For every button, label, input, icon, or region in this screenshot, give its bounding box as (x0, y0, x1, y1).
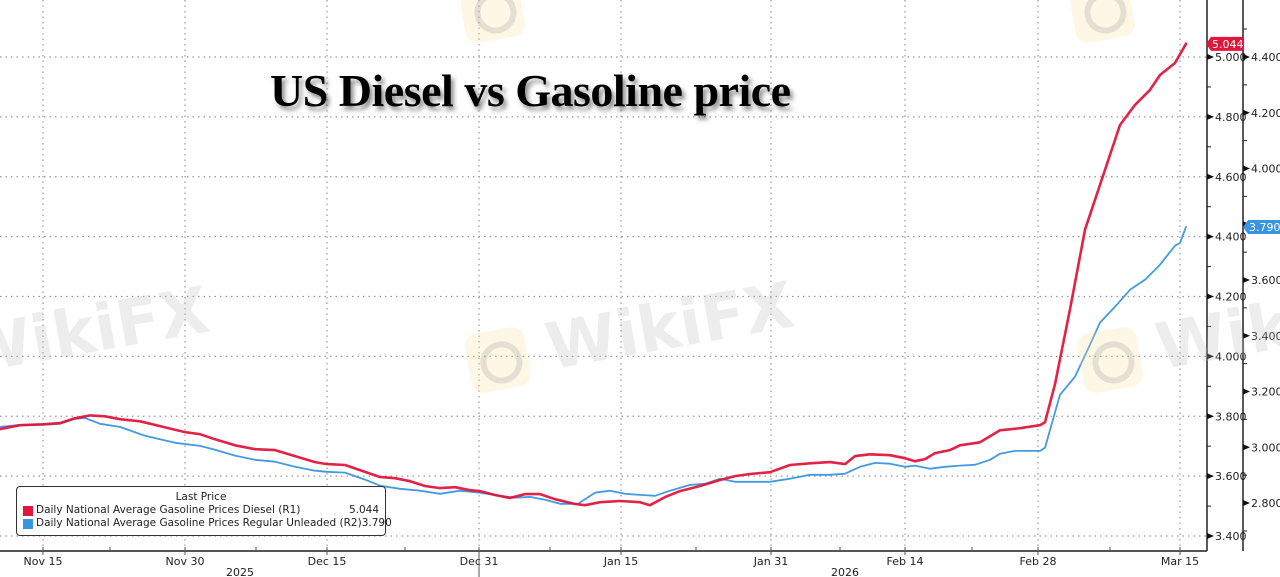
legend-swatch-diesel (23, 505, 33, 516)
x-tick-label: Feb 28 (1020, 555, 1057, 568)
r2-tick-label: 3.000 (1251, 441, 1280, 454)
legend-swatch-gasoline (23, 518, 33, 529)
legend-item-gasoline: Daily National Average Gasoline Prices R… (17, 517, 392, 530)
r1-tick-label: 5.000 (1215, 51, 1247, 64)
x-tick-label: Dec 15 (308, 555, 347, 568)
r1-tick-label: 4.200 (1215, 291, 1247, 304)
r2-tick-marker (1243, 332, 1250, 339)
chart-grid (0, 0, 1207, 551)
chart-title: US Diesel vs Gasoline price (270, 65, 791, 116)
r1-tick-label: 3.800 (1215, 410, 1247, 423)
r1-tick-label: 4.800 (1215, 111, 1247, 124)
legend-value: 5.044 (348, 504, 379, 516)
r1-tick-marker (1207, 413, 1214, 420)
x-tick-label: Nov 30 (166, 555, 205, 568)
r2-tick-marker (1243, 277, 1250, 283)
x-tick-label: Nov 15 (24, 555, 63, 568)
r1-tick-marker (1207, 113, 1214, 120)
r1-tick-label: 3.400 (1215, 530, 1247, 543)
x-tick-label: Jan 31 (753, 555, 788, 568)
legend: Last Price Daily National Average Gasoli… (16, 486, 392, 536)
r1-tick-marker (1207, 293, 1214, 300)
svg-text:3.790: 3.790 (1249, 221, 1280, 234)
legend-label: Daily National Average Gasoline Prices R… (36, 517, 362, 529)
year-label: 2026 (831, 566, 859, 577)
legend-item-diesel: Daily National Average Gasoline Prices D… (17, 504, 385, 517)
last-price-badge-gasoline: 3.790 (1243, 220, 1280, 235)
r1-tick-label: 4.600 (1215, 171, 1247, 184)
x-tick-label: Jan 15 (603, 555, 638, 568)
r2-tick-marker (1243, 388, 1250, 395)
series-line (0, 226, 1187, 505)
r1-tick-marker (1207, 233, 1214, 240)
legend-value: 3.790 (361, 517, 392, 529)
last-price-badge-diesel: 5.044 (1206, 36, 1244, 51)
series-gasoline-line (0, 226, 1187, 505)
r1-tick-marker (1207, 173, 1214, 180)
r2-tick-label: 4.400 (1251, 51, 1280, 64)
r1-tick-marker (1207, 473, 1214, 480)
r1-tick-marker (1207, 353, 1214, 360)
r2-tick-label: 3.400 (1251, 330, 1280, 343)
r2-tick-marker (1243, 54, 1250, 60)
r2-tick-marker (1243, 165, 1250, 172)
r2-tick-label: 4.000 (1251, 163, 1280, 176)
r2-tick-label: 3.200 (1251, 386, 1280, 399)
legend-label: Daily National Average Gasoline Prices D… (36, 504, 301, 516)
r2-tick-label: 3.600 (1251, 274, 1280, 287)
r2-tick-marker (1243, 109, 1250, 116)
x-tick-label: Feb 14 (887, 555, 924, 568)
r1-tick-label: 3.600 (1215, 470, 1247, 483)
r2-tick-label: 2.800 (1251, 497, 1280, 510)
r1-tick-label: 4.400 (1215, 231, 1247, 244)
r2-tick-marker (1243, 444, 1250, 451)
r1-tick-marker (1207, 54, 1214, 60)
series-diesel-line (0, 42, 1188, 507)
x-tick-label: Mar 15 (1161, 555, 1199, 568)
r2-tick-label: 4.200 (1251, 107, 1280, 120)
r2-tick-marker (1243, 500, 1250, 506)
svg-text:5.044: 5.044 (1212, 38, 1244, 51)
r1-tick-marker (1207, 533, 1214, 539)
series-line (0, 42, 1188, 507)
year-label: 2025 (226, 566, 254, 577)
r1-tick-label: 4.000 (1215, 350, 1247, 363)
legend-header: Last Price (175, 491, 227, 503)
